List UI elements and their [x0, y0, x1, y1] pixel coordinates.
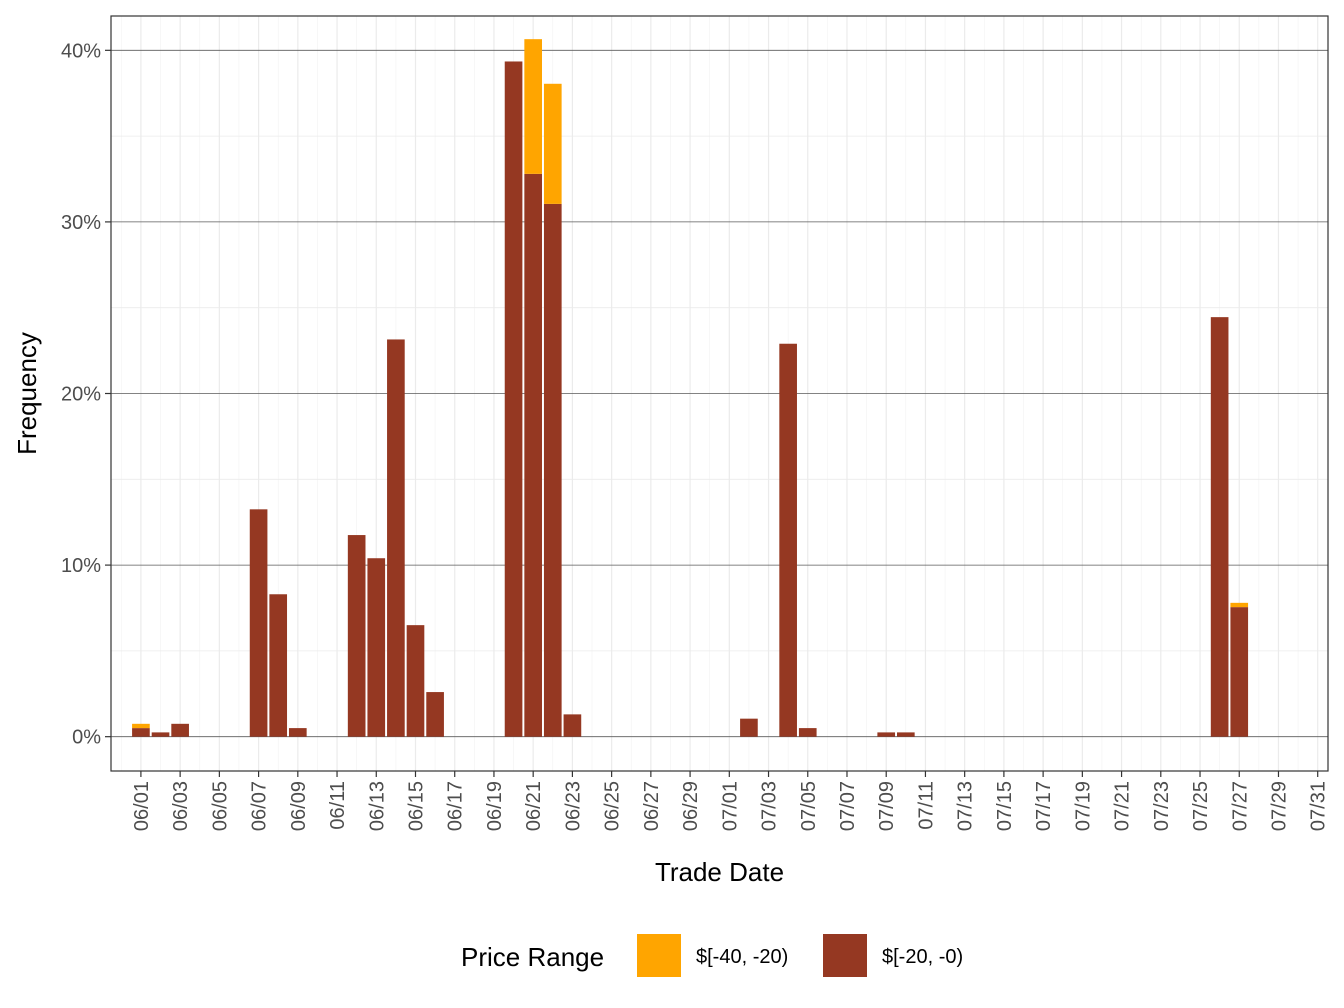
- x-tick-label: 07/01: [719, 781, 741, 831]
- bar-orange-06-22: [543, 83, 562, 204]
- bar-orange-06-21: [524, 39, 543, 174]
- bar-brown-06-12: [347, 535, 366, 737]
- y-axis: 0% 10% 20% 30% 40%: [61, 40, 111, 749]
- bar-brown-06-01: [132, 728, 150, 737]
- y-tick-label: 40%: [61, 40, 101, 62]
- y-tick-label: 20%: [61, 384, 101, 406]
- x-tick-label: 06/01: [131, 781, 153, 831]
- bar-brown-07-09: [877, 732, 896, 737]
- x-tick-label: 07/23: [1151, 781, 1173, 831]
- x-tick-label: 07/21: [1112, 781, 1134, 831]
- x-axis-title: Trade Date: [655, 857, 784, 887]
- bar-brown-07-26: [1210, 317, 1229, 737]
- x-tick-label: 06/21: [523, 781, 545, 831]
- x-tick-label: 06/25: [602, 781, 624, 831]
- x-tick-label: 06/19: [484, 781, 506, 831]
- bar-orange-06-01: [132, 723, 150, 729]
- bar-brown-06-03: [171, 723, 189, 737]
- x-tick-label: 07/29: [1268, 781, 1290, 831]
- x-tick-label: 06/23: [562, 781, 584, 831]
- x-tick-label: 07/13: [955, 781, 977, 831]
- x-tick-label: 06/09: [288, 781, 310, 831]
- bar-brown-06-13: [367, 558, 386, 737]
- x-tick-label: 07/15: [994, 781, 1016, 831]
- bar-brown-06-20: [504, 61, 523, 737]
- bar-brown-07-27: [1230, 607, 1249, 737]
- bar-brown-06-23: [563, 714, 582, 737]
- bar-brown-06-02: [151, 732, 170, 737]
- y-tick-label: 0%: [72, 727, 101, 749]
- bar-brown-07-10: [896, 732, 915, 737]
- bar-brown-06-07: [249, 509, 268, 737]
- x-tick-label: 07/27: [1229, 781, 1251, 831]
- x-tick-label: 07/05: [798, 781, 820, 831]
- bar-brown-07-04: [779, 343, 797, 737]
- legend: Price Range $[-40, -20) $[-20, -0): [461, 934, 963, 977]
- x-tick-label: 07/03: [759, 781, 781, 831]
- x-tick-label: 06/07: [249, 781, 271, 831]
- legend-label-orange: $[-40, -20): [696, 946, 788, 968]
- legend-key-orange: [637, 934, 681, 977]
- bar-brown-06-09: [288, 728, 307, 737]
- y-tick-label: 30%: [61, 212, 101, 234]
- x-tick-label: 07/11: [915, 781, 937, 830]
- bar-brown-06-14: [387, 339, 405, 737]
- bar-brown-07-05: [798, 728, 817, 737]
- bar-brown-06-16: [426, 692, 444, 737]
- bar-brown-07-02: [740, 718, 758, 737]
- x-tick-label: 07/17: [1033, 781, 1055, 831]
- x-tick-label: 07/25: [1190, 781, 1212, 831]
- bar-brown-06-22: [543, 203, 562, 737]
- bar-brown-06-21: [524, 173, 543, 737]
- legend-label-brown: $[-20, -0): [882, 946, 963, 968]
- x-tick-label: 07/19: [1072, 781, 1094, 831]
- x-tick-label: 06/17: [445, 781, 467, 831]
- x-tick-label: 06/15: [405, 781, 427, 831]
- x-tick-label: 07/09: [876, 781, 898, 831]
- x-tick-label: 06/29: [680, 781, 702, 831]
- bar-brown-06-15: [406, 625, 425, 737]
- x-tick-label: 06/27: [641, 781, 663, 831]
- x-axis: 06/01 06/03 06/05 06/07 06/09 06/11 06/13 06/15…: [131, 771, 1330, 831]
- legend-title: Price Range: [461, 942, 604, 972]
- bars: [132, 39, 1249, 737]
- x-tick-label: 06/13: [366, 781, 388, 831]
- x-tick-label: 06/05: [209, 781, 231, 831]
- y-tick-label: 10%: [61, 555, 101, 577]
- x-tick-label: 07/31: [1308, 781, 1330, 831]
- bar-orange-07-27: [1230, 602, 1249, 608]
- x-tick-label: 06/11: [327, 781, 349, 830]
- legend-key-brown: [823, 934, 867, 977]
- x-tick-label: 06/03: [170, 781, 192, 831]
- x-tick-label: 07/07: [837, 781, 859, 831]
- bar-brown-06-08: [269, 594, 288, 737]
- y-axis-title: Frequency: [12, 332, 42, 455]
